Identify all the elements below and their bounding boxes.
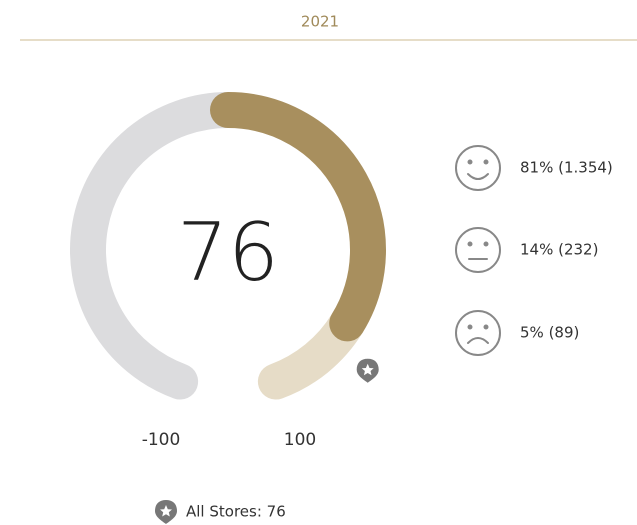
passives: 14% (232) (520, 241, 598, 259)
min-label: -100 (142, 430, 181, 450)
max-label: 100 (284, 430, 316, 450)
gauge-value (210, 92, 386, 342)
gauge (70, 92, 386, 400)
sad-face (455, 310, 501, 356)
detractors: 5% (89) (520, 324, 579, 342)
happy-face (455, 145, 501, 191)
gauge-negative (70, 92, 246, 400)
promoters: 81% (1.354) (520, 159, 613, 177)
score: 76 (177, 206, 279, 299)
benchmark-marker (356, 358, 379, 383)
face-icons (455, 145, 501, 356)
legend-icon (155, 500, 177, 524)
benchmark-label: All Stores: 76 (186, 503, 286, 521)
title: 2021 (301, 13, 339, 31)
neutral-face (455, 227, 501, 273)
marker-star (361, 363, 374, 376)
